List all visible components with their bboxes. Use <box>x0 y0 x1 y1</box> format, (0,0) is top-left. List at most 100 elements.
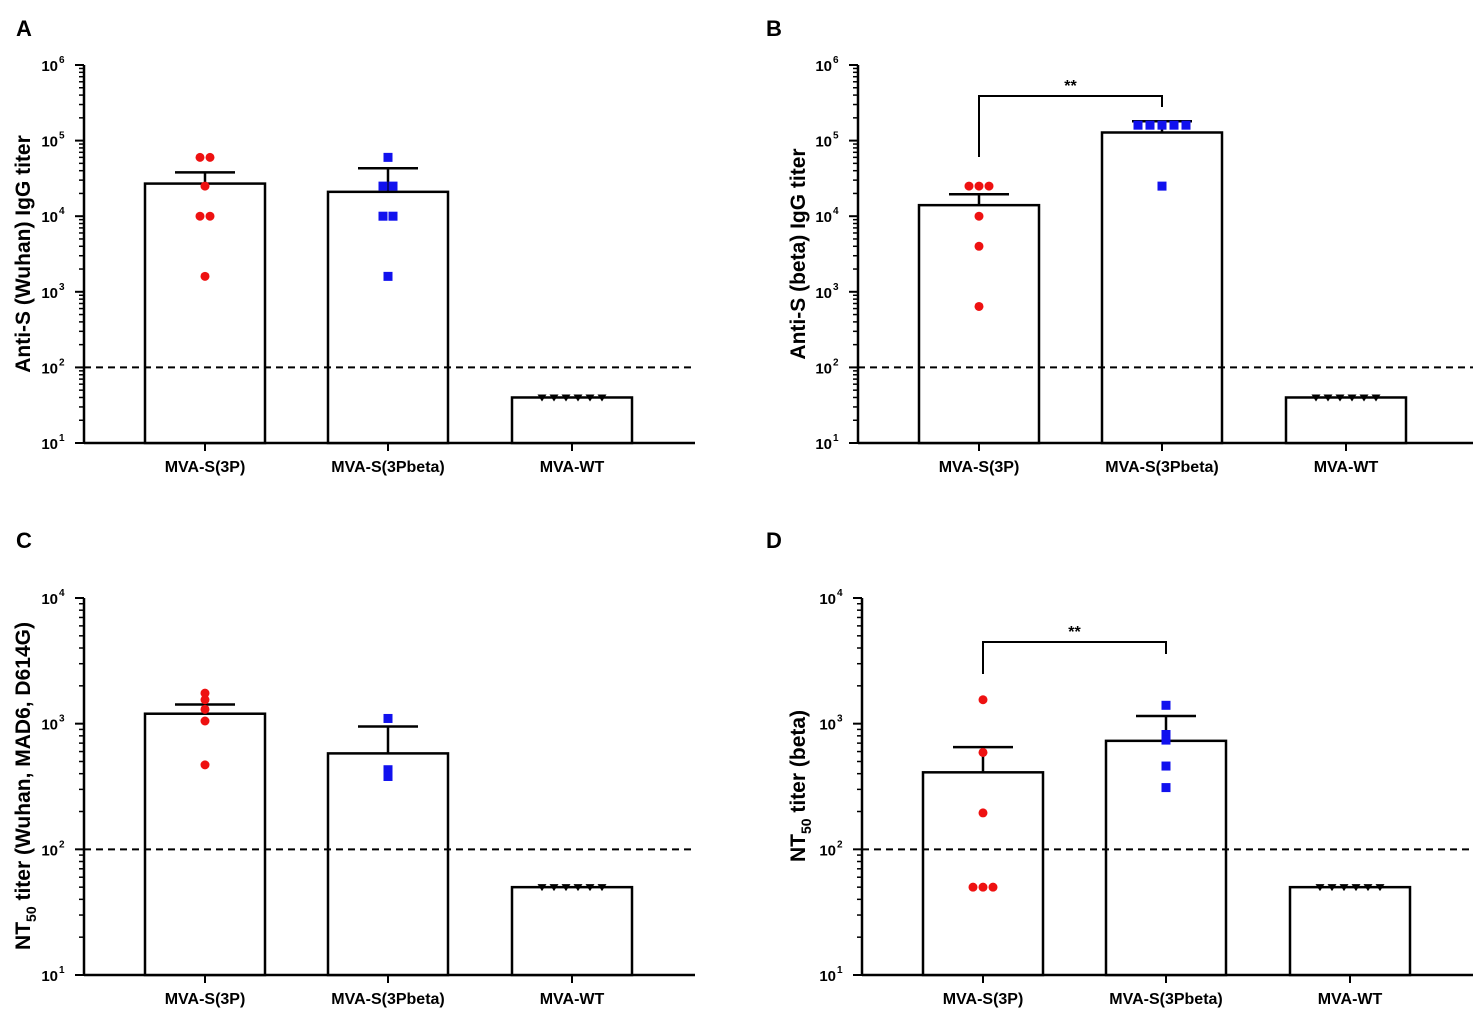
y-tick-exponent: 3 <box>59 282 65 293</box>
data-point <box>200 688 210 698</box>
data-point <box>1311 394 1321 402</box>
data-point <box>200 704 210 714</box>
x-category-label: MVA-WT <box>540 459 605 476</box>
bar <box>1100 131 1224 445</box>
data-point <box>984 181 994 191</box>
bar <box>1104 739 1228 977</box>
data-point <box>1371 394 1381 402</box>
y-tick-label: 10 <box>41 58 58 75</box>
data-point <box>1339 884 1349 892</box>
y-tick-exponent: 3 <box>59 714 65 725</box>
data-point <box>383 713 393 723</box>
y-tick-exponent: 3 <box>837 714 843 725</box>
bar <box>326 752 450 977</box>
y-tick-label: 10 <box>41 717 58 734</box>
bar <box>510 396 634 445</box>
data-point <box>974 301 984 311</box>
y-tick-label: 10 <box>41 285 58 302</box>
data-point <box>383 271 393 281</box>
data-point <box>974 241 984 251</box>
y-tick-label: 10 <box>819 842 836 859</box>
y-axis-title-rest: titer (beta) <box>787 710 810 819</box>
y-axis-title: NT50 titer (Wuhan, MAD6, D614G) <box>12 622 39 950</box>
bar <box>143 182 267 445</box>
x-category-label: MVA-S(3P) <box>939 459 1020 476</box>
y-tick-exponent: 1 <box>59 965 65 976</box>
y-tick-exponent: 6 <box>833 55 839 66</box>
data-point <box>388 211 398 221</box>
data-point <box>378 211 388 221</box>
y-tick-label: 10 <box>41 591 58 608</box>
panel-letter: A <box>16 16 32 41</box>
data-point <box>978 695 988 705</box>
data-point <box>1323 394 1333 402</box>
data-point <box>585 884 595 892</box>
y-tick-exponent: 5 <box>833 131 839 142</box>
data-point <box>1347 394 1357 402</box>
data-point <box>1375 884 1385 892</box>
y-axis-title: Anti-S (beta) IgG titer <box>787 148 810 359</box>
y-axis-title-sub: 50 <box>23 906 39 922</box>
x-category-label: MVA-S(3P) <box>943 991 1024 1008</box>
data-point <box>1169 120 1179 130</box>
y-tick-exponent: 4 <box>833 206 839 217</box>
data-point <box>978 808 988 818</box>
bar <box>1284 396 1408 445</box>
data-point <box>1161 729 1171 739</box>
y-tick-exponent: 1 <box>837 965 843 976</box>
data-point <box>974 181 984 191</box>
y-tick-label: 10 <box>815 209 832 226</box>
panel-letter: B <box>766 16 782 41</box>
significance-bracket <box>978 95 1163 157</box>
data-point <box>1315 884 1325 892</box>
data-point <box>1145 120 1155 130</box>
y-axis-title-rest: titer (Wuhan, MAD6, D614G) <box>12 622 35 906</box>
significance-bracket <box>982 641 1167 674</box>
y-axis-title-sub: 50 <box>798 818 814 834</box>
data-point <box>1351 884 1361 892</box>
y-tick-exponent: 2 <box>59 357 65 368</box>
panel-letter: D <box>766 528 782 553</box>
data-point <box>383 152 393 162</box>
bar <box>143 712 267 977</box>
data-point <box>200 271 210 281</box>
data-point <box>964 181 974 191</box>
significance-label: ** <box>1064 78 1077 95</box>
y-tick-exponent: 2 <box>59 839 65 850</box>
x-category-label: MVA-S(3Pbeta) <box>1109 991 1223 1008</box>
bar <box>921 771 1045 977</box>
y-tick-label: 10 <box>41 968 58 985</box>
data-point <box>978 882 988 892</box>
data-point <box>1133 120 1143 130</box>
data-point <box>978 747 988 757</box>
y-tick-exponent: 4 <box>59 588 65 599</box>
x-category-label: MVA-WT <box>1318 991 1383 1008</box>
bar <box>510 885 634 977</box>
y-tick-exponent: 5 <box>59 131 65 142</box>
data-point <box>549 394 559 402</box>
data-point <box>1157 181 1167 191</box>
data-point <box>200 695 210 705</box>
y-tick-exponent: 2 <box>837 839 843 850</box>
significance-label: ** <box>1068 624 1081 641</box>
bar <box>1288 885 1412 977</box>
y-tick-exponent: 3 <box>833 282 839 293</box>
x-category-label: MVA-S(3P) <box>165 991 246 1008</box>
data-point <box>1157 120 1167 130</box>
data-point <box>1161 783 1171 793</box>
y-tick-label: 10 <box>41 842 58 859</box>
data-point <box>383 765 393 775</box>
y-tick-label: 10 <box>41 134 58 151</box>
y-tick-exponent: 1 <box>59 433 65 444</box>
data-point <box>537 884 547 892</box>
data-point <box>561 394 571 402</box>
data-point <box>205 152 215 162</box>
x-category-label: MVA-S(3Pbeta) <box>331 459 445 476</box>
x-category-label: MVA-S(3P) <box>165 459 246 476</box>
y-tick-label: 10 <box>41 436 58 453</box>
data-point <box>195 152 205 162</box>
x-category-label: MVA-S(3Pbeta) <box>1105 459 1219 476</box>
